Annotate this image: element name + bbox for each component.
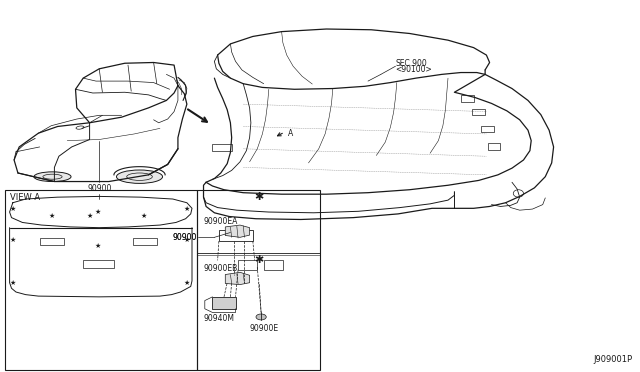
Text: <90100>: <90100> [396,65,432,74]
Bar [212,144,232,151]
Bar [40,238,64,245]
Bar [481,126,494,132]
Text: J909001P: J909001P [593,355,632,364]
Ellipse shape [34,172,71,182]
Bar [461,95,474,102]
Bar [264,260,283,270]
Text: 90900E: 90900E [250,324,279,333]
Text: ★: ★ [141,213,147,219]
Text: VIEW A: VIEW A [10,193,40,202]
Text: A: A [288,129,293,138]
Text: 90940M: 90940M [204,314,234,323]
Bar [197,190,320,370]
Text: ★: ★ [10,237,16,243]
Text: ★: ★ [94,243,100,248]
Bar [5,190,197,370]
Text: ✱: ✱ [254,256,263,265]
Polygon shape [225,225,250,237]
Text: 90900EA: 90900EA [204,217,238,225]
Bar [219,230,253,241]
Text: ✱: ✱ [254,192,263,202]
Text: ★: ★ [86,213,93,219]
Text: ★: ★ [94,209,100,215]
Bar [488,143,500,150]
Text: 90900: 90900 [87,185,111,193]
Polygon shape [225,272,250,285]
Text: ★: ★ [48,213,54,219]
Text: 90900EB: 90900EB [204,264,238,273]
Bar [133,238,157,245]
Bar [83,260,114,268]
Bar [472,109,485,115]
Text: ★: ★ [184,237,190,243]
Bar [238,260,257,270]
Bar [212,297,236,309]
Text: ★: ★ [10,206,16,212]
Text: ★: ★ [184,206,190,212]
Text: SEC.900: SEC.900 [396,59,428,68]
Text: 90900: 90900 [173,233,197,242]
Text: ★: ★ [184,280,190,286]
Circle shape [256,314,266,320]
Text: 90900: 90900 [173,233,197,242]
Ellipse shape [116,170,163,183]
Text: ★: ★ [10,280,16,286]
